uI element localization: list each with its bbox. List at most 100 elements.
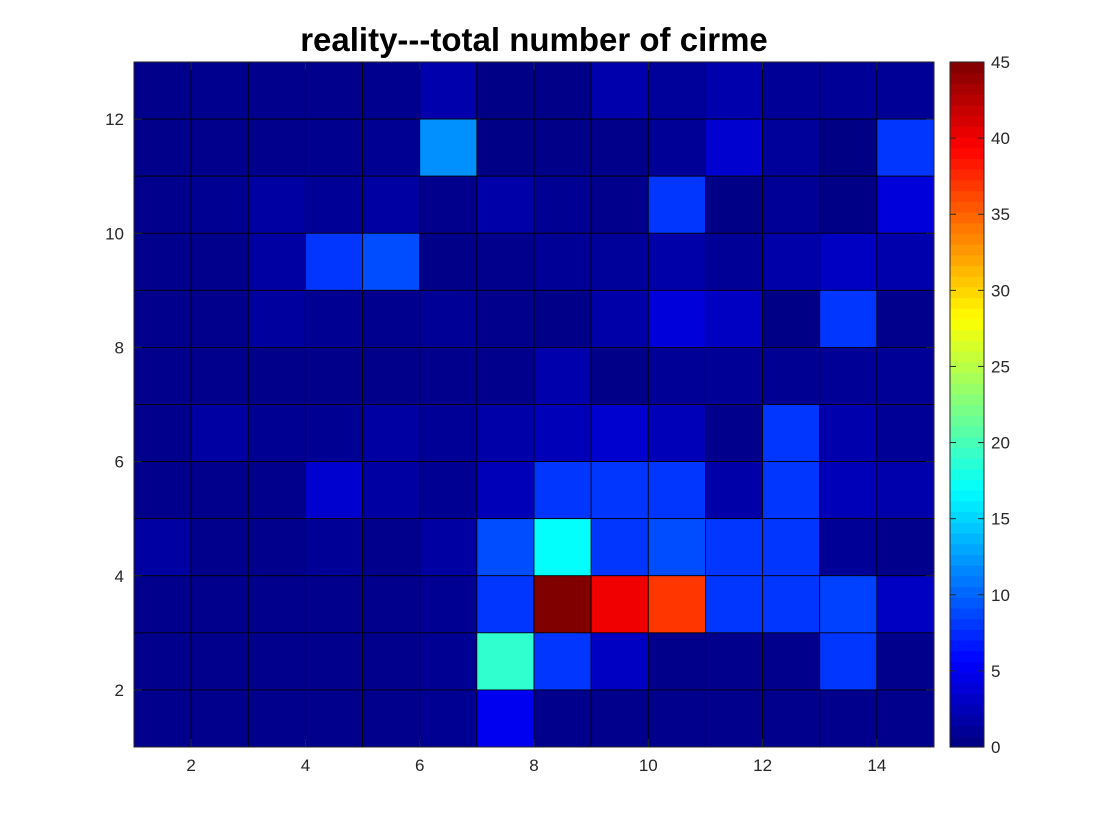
heatmap-cell	[705, 347, 763, 405]
colorbar-step	[950, 543, 984, 555]
colorbar-step	[950, 276, 984, 288]
heatmap-cell	[305, 461, 363, 520]
heatmap-cell	[647, 232, 706, 291]
colorbar-step	[950, 62, 984, 74]
heatmap-cell	[590, 575, 649, 634]
colorbar-step	[950, 586, 984, 598]
x-tick-label: 2	[186, 756, 195, 775]
colorbar-step	[950, 361, 984, 373]
heatmap-cell	[876, 232, 935, 291]
colorbar-step	[950, 286, 984, 299]
heatmap-cell	[647, 118, 706, 177]
colorbar-step	[950, 169, 984, 181]
colorbar-step	[950, 522, 984, 534]
heatmap-cell	[590, 289, 649, 348]
colorbar-tick-label: 5	[991, 662, 1000, 681]
heatmap-cell	[762, 518, 821, 577]
heatmap-cell	[190, 232, 249, 291]
heatmap-cell	[305, 575, 363, 634]
heatmap-cell	[190, 632, 249, 691]
heatmap-cell	[762, 632, 821, 691]
colorbar-step	[950, 693, 984, 705]
heatmap-cell	[305, 289, 363, 348]
heatmap-cell	[190, 461, 249, 520]
colorbar-step	[950, 725, 984, 737]
heatmap-cell	[419, 175, 478, 234]
heatmap-cell	[819, 61, 878, 120]
colorbar-step	[950, 565, 984, 577]
colorbar-step	[950, 415, 984, 427]
heatmap-cell	[876, 404, 935, 462]
colorbar-step	[950, 714, 984, 727]
colorbar-step	[950, 126, 984, 138]
heatmap-cell	[362, 461, 421, 520]
heatmap-cell	[705, 118, 763, 177]
x-tick-label: 12	[753, 756, 772, 775]
heatmap-cell	[533, 347, 592, 405]
heatmap-cell	[476, 118, 535, 177]
colorbar-step	[950, 672, 984, 684]
heatmap-cell	[590, 689, 649, 748]
heatmap-cell	[133, 347, 192, 405]
heatmap-cell	[762, 404, 821, 462]
heatmap-cell	[305, 61, 363, 120]
colorbar-tick-label: 10	[991, 586, 1010, 605]
heatmap-cell	[247, 632, 306, 691]
colorbar-ticks: 0 5 10 15 20 25 30 35 40 45	[950, 53, 1010, 757]
heatmap-cell	[133, 404, 192, 462]
colorbar-step	[950, 136, 984, 149]
colorbar-step	[950, 233, 984, 245]
heatmap-cell	[533, 518, 592, 577]
heatmap-cell	[647, 632, 706, 691]
colorbar-step	[950, 639, 984, 652]
colorbar-step	[950, 447, 984, 459]
colorbar-step	[950, 115, 984, 127]
heatmap-cell	[247, 689, 306, 748]
heatmap-cell	[476, 575, 535, 634]
colorbar-step	[950, 393, 984, 406]
heatmap-cell	[876, 689, 935, 748]
heatmap-cell	[876, 347, 935, 405]
heatmap-cell	[762, 575, 821, 634]
colorbar-step	[950, 554, 984, 566]
heatmap-cell	[362, 347, 421, 405]
heatmap-cell	[819, 461, 878, 520]
heatmap-cell	[190, 575, 249, 634]
colorbar-tick-label: 25	[991, 357, 1010, 376]
colorbar-step	[950, 468, 984, 481]
x-tick-label: 4	[301, 756, 310, 775]
colorbar-step	[950, 458, 984, 470]
heatmap-cell	[305, 404, 363, 462]
heatmap-cells	[133, 61, 935, 748]
heatmap-cell	[590, 118, 649, 177]
heatmap-cell	[533, 118, 592, 177]
heatmap-cell	[476, 232, 535, 291]
colorbar-step	[950, 83, 984, 95]
colorbar-step	[950, 104, 984, 117]
heatmap-cell	[647, 575, 706, 634]
heatmap-cell	[247, 347, 306, 405]
colorbar-tick-label: 15	[991, 510, 1010, 529]
heatmap-cell	[247, 404, 306, 462]
heatmap-cell	[419, 404, 478, 462]
heatmap-cell	[647, 175, 706, 234]
heatmap-cell	[305, 175, 363, 234]
colorbar-step	[950, 618, 984, 630]
heatmap-cell	[247, 518, 306, 577]
colorbar-tick-label: 0	[991, 738, 1000, 757]
heatmap-cell	[762, 289, 821, 348]
heatmap-cell	[876, 518, 935, 577]
colorbar-step	[950, 575, 984, 588]
heatmap-cell	[647, 404, 706, 462]
heatmap-cell	[133, 118, 192, 177]
colorbar-step	[950, 490, 984, 502]
colorbar-step	[950, 94, 984, 106]
colorbar-step	[950, 479, 984, 491]
heatmap-cell	[305, 632, 363, 691]
heatmap-cell	[590, 632, 649, 691]
y-tick-label: 2	[115, 681, 124, 700]
colorbar-step	[950, 72, 984, 85]
heatmap-cell	[247, 289, 306, 348]
heatmap-cell	[705, 461, 763, 520]
